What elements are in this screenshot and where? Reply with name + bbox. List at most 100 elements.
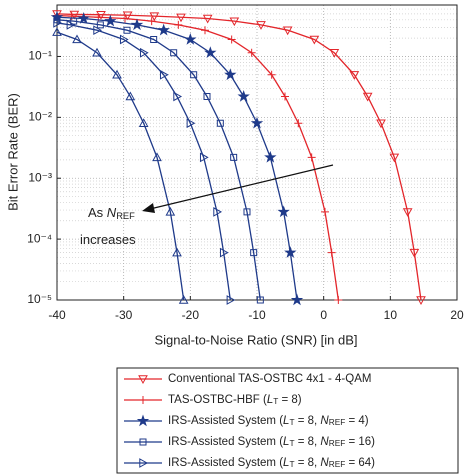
marker	[173, 91, 183, 102]
marker	[281, 92, 289, 101]
legend-box	[116, 367, 459, 474]
y-tick-label: 10⁻⁴	[27, 231, 52, 245]
marker	[227, 35, 236, 44]
marker	[123, 26, 131, 34]
y-tick-label: 10⁻⁵	[27, 292, 52, 306]
annotation-arrow	[149, 164, 334, 210]
marker	[159, 69, 169, 80]
marker	[172, 247, 182, 257]
marker	[92, 47, 102, 57]
marker	[112, 69, 122, 79]
legend-marker	[139, 396, 147, 404]
annotation: As NREF	[88, 205, 135, 220]
legend-marker	[139, 438, 147, 446]
marker	[362, 92, 373, 102]
marker	[170, 49, 178, 57]
marker	[204, 46, 217, 59]
annotation-arrowhead	[142, 203, 155, 213]
marker	[237, 89, 250, 102]
marker	[150, 35, 158, 43]
marker	[376, 119, 386, 129]
marker	[250, 249, 258, 257]
y-tick-label: 10⁻³	[28, 170, 52, 184]
marker	[267, 70, 276, 79]
series-line	[56, 13, 422, 301]
x-axis-label: Signal-to-Noise Ratio (SNR) [in dB]	[154, 332, 357, 347]
x-tick-label: 10	[384, 308, 398, 322]
x-tick-label: -20	[182, 308, 200, 322]
marker	[247, 48, 256, 57]
marker	[157, 23, 170, 36]
marker	[321, 207, 329, 216]
marker	[70, 17, 78, 25]
marker	[409, 248, 420, 258]
annotation: increases	[80, 232, 136, 247]
marker	[327, 248, 336, 257]
marker	[165, 206, 176, 216]
marker	[125, 91, 136, 101]
marker	[290, 293, 304, 306]
marker	[178, 294, 189, 304]
marker	[190, 71, 198, 79]
marker	[66, 20, 76, 30]
marker	[122, 11, 133, 21]
marker	[139, 47, 149, 58]
marker	[256, 21, 266, 30]
marker	[349, 71, 360, 80]
marker	[216, 119, 224, 127]
marker	[294, 119, 303, 128]
marker	[104, 14, 117, 27]
x-tick-label: 20	[450, 308, 464, 322]
marker	[202, 14, 213, 24]
marker	[52, 27, 62, 36]
marker	[53, 18, 63, 28]
marker	[282, 26, 293, 36]
marker	[52, 10, 62, 19]
marker	[230, 153, 238, 161]
series-line	[56, 16, 298, 301]
marker	[264, 150, 277, 163]
series-line	[56, 31, 185, 301]
marker	[119, 34, 129, 45]
y-axis-label: Bit Error Rate (BER)	[5, 93, 20, 211]
marker	[309, 35, 320, 45]
series-line	[56, 19, 261, 301]
marker	[219, 247, 229, 258]
legend-label: Conventional TAS-OSTBC 4x1 - 4-QAM	[168, 373, 371, 385]
marker	[69, 10, 80, 20]
legend-marker	[138, 375, 148, 385]
x-tick-label: 0	[320, 308, 327, 322]
marker	[201, 26, 209, 35]
marker	[152, 152, 162, 162]
x-tick-label: -40	[48, 308, 66, 322]
legend-label: IRS-Assisted System (LT = 8, NREF = 64)	[168, 457, 375, 469]
marker	[176, 13, 186, 23]
marker	[256, 296, 264, 304]
marker	[243, 208, 251, 216]
legend-label: TAS-OSTBC-HBF (LT = 8)	[168, 394, 302, 406]
y-tick-label: 10⁻²	[28, 110, 52, 124]
marker	[96, 21, 104, 29]
marker	[147, 17, 156, 26]
legend-label: IRS-Assisted System (LT = 8, NREF = 16)	[168, 436, 375, 448]
marker	[334, 296, 343, 304]
x-tick-label: -30	[115, 308, 133, 322]
marker	[224, 68, 237, 81]
marker	[250, 116, 264, 129]
x-tick-label: -10	[248, 308, 266, 322]
marker	[72, 34, 82, 44]
y-tick-label: 10⁻¹	[28, 49, 52, 63]
marker	[226, 295, 236, 305]
marker	[77, 11, 90, 24]
marker	[284, 246, 297, 258]
marker	[307, 153, 316, 162]
series-line	[56, 22, 231, 301]
marker	[138, 118, 149, 127]
marker	[199, 152, 209, 163]
marker	[277, 205, 290, 218]
marker	[213, 207, 223, 217]
marker	[93, 25, 103, 36]
marker	[184, 32, 197, 45]
legend-label: IRS-Assisted System (LT = 8, NREF = 4)	[168, 415, 369, 427]
